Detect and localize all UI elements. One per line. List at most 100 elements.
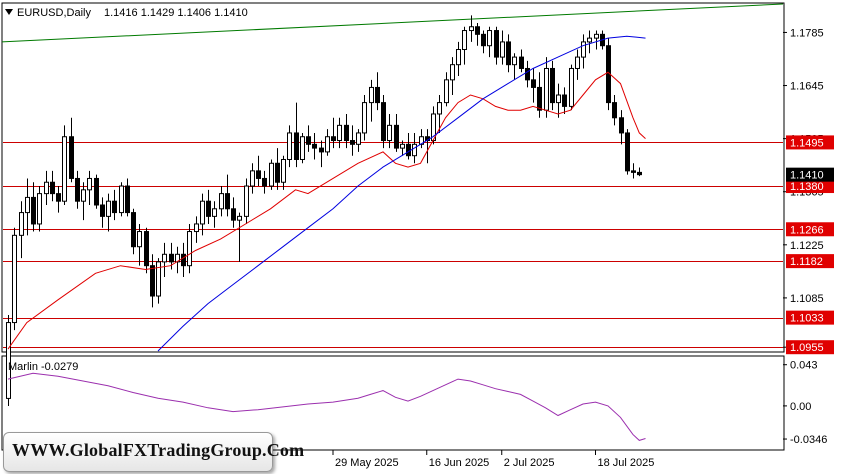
candle-body[interactable] [519, 56, 524, 69]
candle-body[interactable] [456, 49, 461, 66]
candles-layer[interactable] [6, 15, 642, 406]
candle-body[interactable] [612, 102, 617, 119]
candle-body[interactable] [625, 132, 630, 172]
candle-body[interactable] [131, 212, 136, 248]
candle-body[interactable] [494, 30, 499, 58]
candle-body[interactable] [381, 102, 386, 142]
candle-body[interactable] [306, 136, 311, 145]
candle-body[interactable] [31, 196, 36, 225]
candle-body[interactable] [475, 26, 480, 35]
candle-body[interactable] [619, 117, 624, 134]
candle-body[interactable] [537, 86, 542, 111]
candle-body[interactable] [194, 223, 199, 233]
candle-body[interactable] [156, 261, 161, 297]
candle-body[interactable] [262, 177, 267, 187]
candle-body[interactable] [362, 102, 367, 134]
candle-body[interactable] [150, 265, 155, 297]
candle-body[interactable] [69, 136, 74, 179]
candle-body[interactable] [225, 193, 230, 210]
candle-body[interactable] [487, 30, 492, 47]
candle-body[interactable] [219, 193, 224, 210]
candle-body[interactable] [44, 181, 49, 195]
candle-body[interactable] [119, 185, 124, 214]
candle-body[interactable] [125, 185, 130, 214]
candle-body[interactable] [481, 33, 486, 47]
candle-body[interactable] [75, 177, 80, 202]
candle-body[interactable] [375, 86, 380, 104]
candle-body[interactable] [137, 231, 142, 248]
candle-body[interactable] [506, 41, 511, 66]
candle-body[interactable] [637, 171, 642, 176]
candle-body[interactable] [531, 79, 536, 88]
candle-body[interactable] [400, 143, 405, 149]
candle-body[interactable] [394, 124, 399, 149]
candle-body[interactable] [450, 64, 455, 81]
candle-body[interactable] [19, 212, 24, 236]
candle-body[interactable] [269, 162, 274, 187]
candle-body[interactable] [631, 170, 636, 173]
candle-body[interactable] [237, 215, 242, 221]
candle-body[interactable] [344, 124, 349, 142]
candle-body[interactable] [569, 67, 574, 107]
candle-body[interactable] [87, 177, 92, 191]
candle-body[interactable] [81, 189, 86, 202]
candle-body[interactable] [312, 143, 317, 149]
candle-body[interactable] [169, 253, 174, 263]
candle-body[interactable] [331, 136, 336, 142]
candle-body[interactable] [412, 143, 417, 157]
candle-body[interactable] [25, 196, 30, 214]
candle-body[interactable] [369, 86, 374, 104]
candle-body[interactable] [50, 181, 55, 195]
candle-body[interactable] [231, 208, 236, 221]
candle-body[interactable] [325, 136, 330, 153]
candle-body[interactable] [437, 102, 442, 115]
candle-body[interactable] [250, 170, 255, 187]
candle-body[interactable] [162, 253, 167, 263]
candle-body[interactable] [350, 140, 355, 145]
candle-body[interactable] [106, 200, 111, 217]
candle-body[interactable] [94, 177, 99, 206]
candle-body[interactable] [512, 56, 517, 66]
candle-body[interactable] [287, 132, 292, 160]
candle-body[interactable] [281, 158, 286, 183]
candle-body[interactable] [181, 253, 186, 267]
candle-body[interactable] [294, 132, 299, 160]
candle-body[interactable] [594, 33, 599, 39]
candle-body[interactable] [562, 94, 567, 107]
candle-body[interactable] [462, 30, 467, 51]
candle-body[interactable] [300, 136, 305, 160]
candle-body[interactable] [444, 79, 449, 104]
candle-body[interactable] [575, 56, 580, 69]
candle-body[interactable] [6, 322, 11, 399]
candle-body[interactable] [112, 200, 117, 214]
candle-body[interactable] [587, 37, 592, 43]
candle-body[interactable] [244, 185, 249, 217]
candle-body[interactable] [212, 208, 217, 217]
dropdown-arrow-icon[interactable] [5, 9, 13, 15]
candle-body[interactable] [544, 67, 549, 111]
candle-body[interactable] [200, 200, 205, 225]
candle-body[interactable] [206, 200, 211, 217]
candle-body[interactable] [319, 147, 324, 153]
candle-body[interactable] [275, 162, 280, 183]
candle-body[interactable] [37, 193, 42, 225]
candle-body[interactable] [62, 136, 67, 202]
candle-body[interactable] [387, 124, 392, 142]
candle-body[interactable] [469, 26, 474, 32]
candle-body[interactable] [406, 143, 411, 157]
candle-body[interactable] [337, 124, 342, 142]
candle-body[interactable] [419, 136, 424, 145]
candle-body[interactable] [550, 67, 555, 104]
candle-body[interactable] [525, 67, 530, 81]
candle-body[interactable] [56, 193, 61, 202]
trend-line-layer [1, 3, 784, 43]
candle-body[interactable] [144, 231, 149, 267]
candle-body[interactable] [356, 132, 361, 145]
candle-body[interactable] [256, 170, 261, 179]
candle-body[interactable] [100, 204, 105, 217]
candle-body[interactable] [12, 234, 17, 324]
candle-body[interactable] [556, 94, 561, 104]
candle-body[interactable] [500, 41, 505, 58]
candle-body[interactable] [581, 41, 586, 58]
candle-body[interactable] [187, 231, 192, 267]
